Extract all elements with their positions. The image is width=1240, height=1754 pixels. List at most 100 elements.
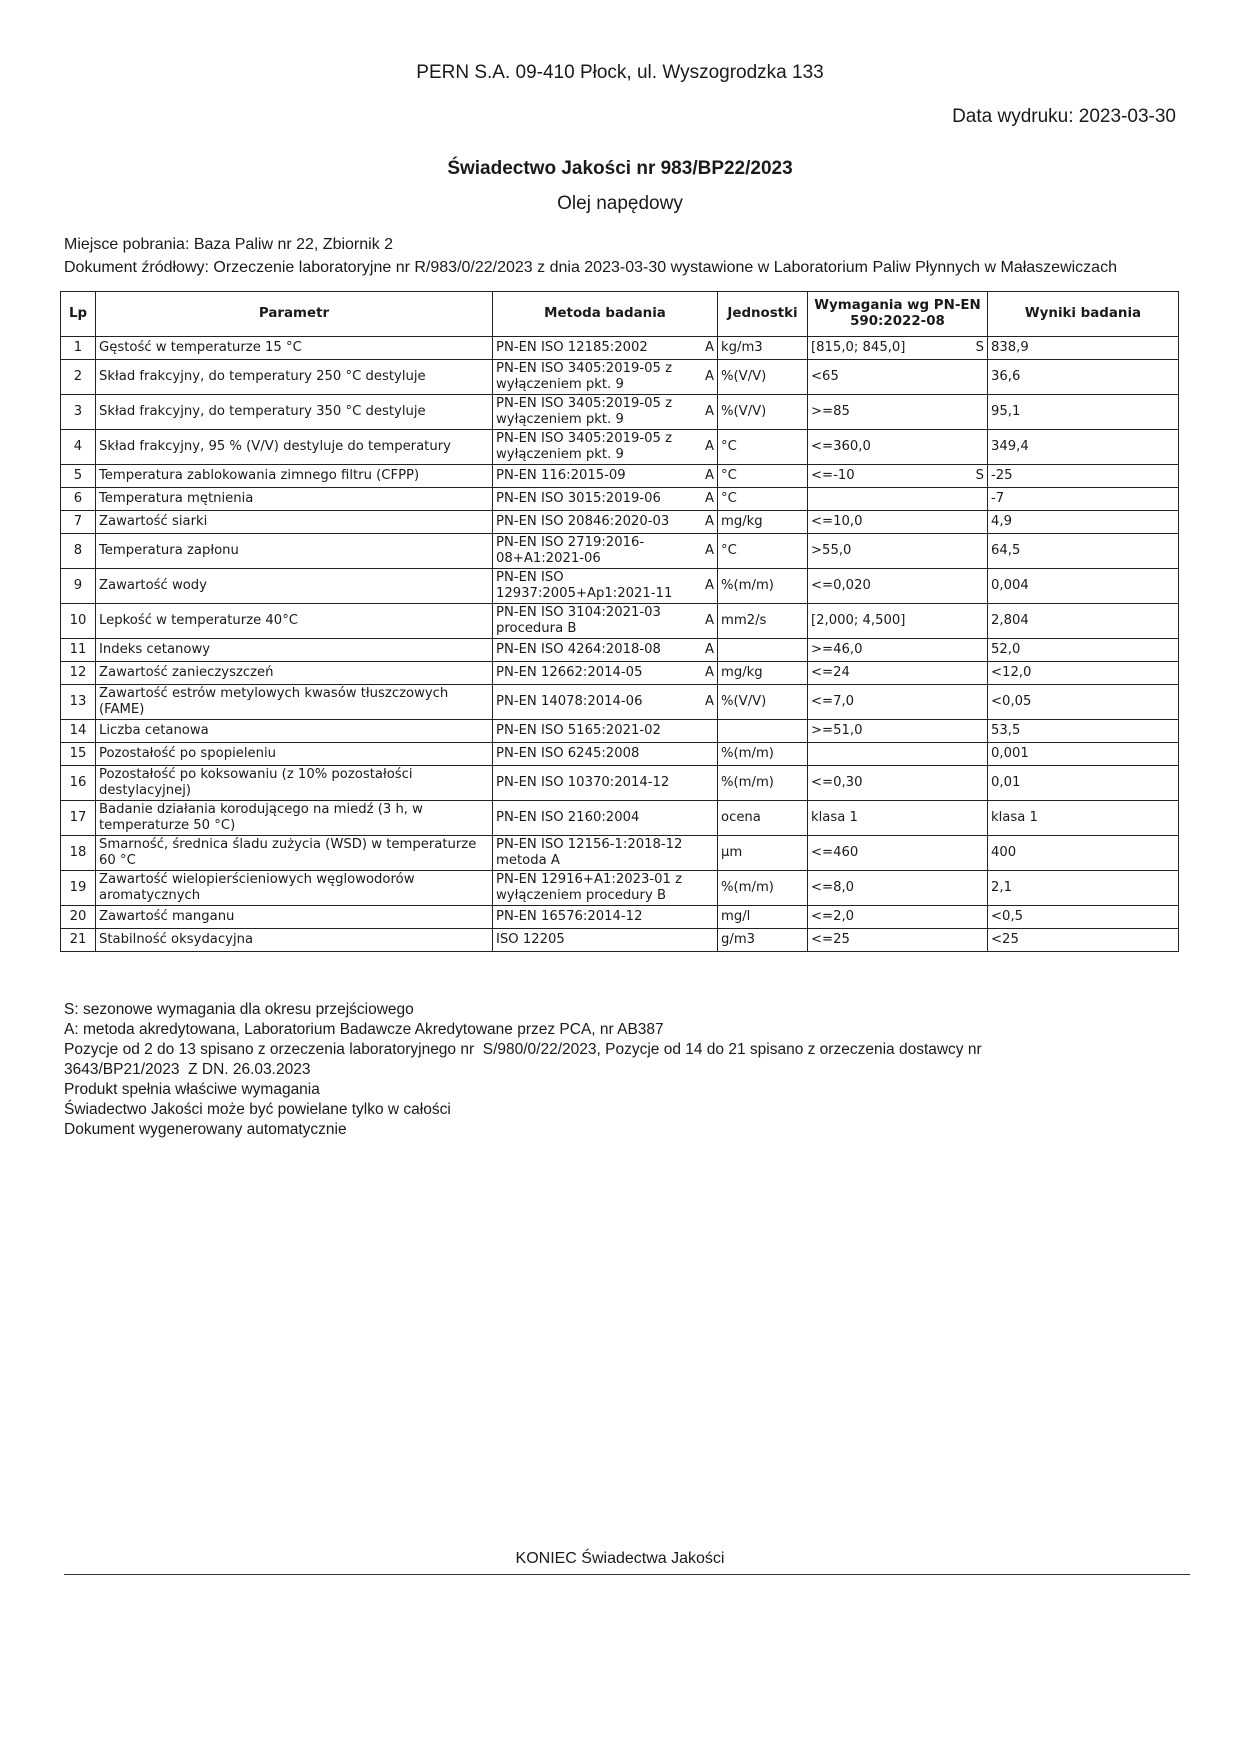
column-header-wymagania: Wymagania wg PN-EN 590:2022-08: [807, 291, 988, 337]
company-address: PERN S.A. 09-410 Płock, ul. Wyszogrodzka…: [416, 62, 824, 83]
table-row: 10 Lepkość w temperaturze 40°C PN-EN ISO 3…: [60, 603, 1179, 639]
footnote-line: Produkt spełnia właściwe wymagania: [64, 1081, 320, 1098]
test-result: 349,4: [987, 429, 1179, 465]
accredited-flag: A: [704, 578, 714, 593]
table-row: 19 Zawartość wielopierścieniowych węglowo…: [60, 870, 1179, 906]
row-number: 3: [60, 394, 96, 430]
table-row: 5 Temperatura zablokowania zimnego filtru…: [60, 464, 1179, 488]
test-method: PN-EN ISO 12185:2002 A: [492, 336, 718, 360]
document-title: Świadectwo Jakości nr 983/BP22/2023: [447, 158, 793, 179]
requirement: <=460: [807, 835, 988, 871]
requirement-value: <=460: [811, 845, 859, 860]
test-method-value: PN-EN ISO 10370:2014-12: [496, 775, 670, 790]
row-number: 17: [60, 800, 96, 836]
test-method-value: PN-EN ISO 3405:2019-05 z wyłączeniem pkt…: [496, 396, 673, 427]
test-method-value: PN-EN ISO 3405:2019-05 z wyłączeniem pkt…: [496, 431, 673, 462]
requirement-value: <65: [811, 369, 839, 384]
accredited-flag: A: [704, 439, 714, 454]
print-date: Data wydruku: 2023-03-30: [952, 106, 1176, 127]
accredited-flag: A: [704, 340, 714, 355]
parameter-name: Skład frakcyjny, 95 % (V/V) destyluje do…: [95, 429, 493, 465]
test-method-value: PN-EN 16576:2014-12: [496, 909, 643, 924]
requirement-value: <=2,0: [811, 909, 855, 924]
test-method: PN-EN ISO 12937:2005+Ap1:2021-11 A: [492, 568, 718, 604]
requirement-value: <=10,0: [811, 514, 863, 529]
accredited-flag: A: [704, 613, 714, 628]
footnote-line: Dokument wygenerowany automatycznie: [64, 1121, 347, 1138]
table-row: 12 Zawartość zanieczyszczeń PN-EN 12662:20…: [60, 661, 1179, 685]
test-result: 2,804: [987, 603, 1179, 639]
test-method: PN-EN ISO 12156-1:2018-12 metoda A: [492, 835, 718, 871]
requirement: <=25: [807, 928, 988, 952]
parameter-name: Pozostałość po koksowaniu (z 10% pozosta…: [95, 765, 493, 801]
table-row: 18 Smarność, średnica śladu zużycia (WSD)…: [60, 835, 1179, 871]
table-row: 6 Temperatura mętnienia PN-EN ISO 3015:201…: [60, 487, 1179, 511]
requirement: <=7,0: [807, 684, 988, 720]
footnote-line: Świadectwo Jakości może być powielane ty…: [64, 1101, 451, 1118]
footnotes: S: sezonowe wymagania dla okresu przejśc…: [64, 1000, 982, 1140]
unit: mm2/s: [717, 603, 808, 639]
test-method: PN-EN 14078:2014-06 A: [492, 684, 718, 720]
test-method: PN-EN ISO 20846:2020-03 A: [492, 510, 718, 534]
table-row: 9 Zawartość wody PN-EN ISO 12937:2005+Ap1:…: [60, 568, 1179, 604]
requirement: [815,0; 845,0] S: [807, 336, 988, 360]
parameter-name: Zawartość estrów metylowych kwasów tłusz…: [95, 684, 493, 720]
requirement: <=10,0: [807, 510, 988, 534]
table-row: 2 Skład frakcyjny, do temperatury 250 °C …: [60, 359, 1179, 395]
product-name: Olej napędowy: [557, 193, 683, 214]
unit: %(V/V): [717, 394, 808, 430]
requirement: <=-10 S: [807, 464, 988, 488]
unit: °C: [717, 464, 808, 488]
table-row: 21 Stabilność oksydacyjna ISO 12205 g/m3 <=2…: [60, 928, 1179, 952]
requirement: <=0,020: [807, 568, 988, 604]
table-row: 11 Indeks cetanowy PN-EN ISO 4264:2018-08 A…: [60, 638, 1179, 662]
test-method-value: PN-EN 12662:2014-05: [496, 665, 643, 680]
requirement-value: <=-10: [811, 468, 855, 483]
test-result: 95,1: [987, 394, 1179, 430]
unit: °C: [717, 429, 808, 465]
row-number: 7: [60, 510, 96, 534]
requirement-value: >=51,0: [811, 723, 863, 738]
table-row: 7 Zawartość siarki PN-EN ISO 20846:2020-03…: [60, 510, 1179, 534]
seasonal-flag: S: [975, 468, 984, 483]
row-number: 9: [60, 568, 96, 604]
parameter-name: Temperatura zapłonu: [95, 533, 493, 569]
row-number: 11: [60, 638, 96, 662]
unit: mg/kg: [717, 510, 808, 534]
requirement-value: [2,000; 4,500]: [811, 613, 906, 628]
test-result: 36,6: [987, 359, 1179, 395]
unit: °C: [717, 487, 808, 511]
row-number: 20: [60, 905, 96, 929]
row-number: 6: [60, 487, 96, 511]
test-method: PN-EN ISO 10370:2014-12: [492, 765, 718, 801]
column-header-parametr: Parametr: [95, 291, 493, 337]
column-header-wyniki: Wyniki badania: [987, 291, 1179, 337]
row-number: 1: [60, 336, 96, 360]
test-result: <12,0: [987, 661, 1179, 685]
requirement-value: >55,0: [811, 543, 852, 558]
requirement: [807, 487, 988, 511]
unit: mg/kg: [717, 661, 808, 685]
row-number: 19: [60, 870, 96, 906]
row-number: 21: [60, 928, 96, 952]
row-number: 12: [60, 661, 96, 685]
unit: kg/m3: [717, 336, 808, 360]
requirement-value: [815,0; 845,0]: [811, 340, 906, 355]
parameter-name: Zawartość siarki: [95, 510, 493, 534]
test-result: 400: [987, 835, 1179, 871]
test-method-value: PN-EN ISO 2719:2016-08+A1:2021-06: [496, 535, 645, 566]
parameter-name: Smarność, średnica śladu zużycia (WSD) w…: [95, 835, 493, 871]
test-method-value: PN-EN ISO 12937:2005+Ap1:2021-11: [496, 570, 673, 601]
test-result: 0,01: [987, 765, 1179, 801]
unit: %(m/m): [717, 765, 808, 801]
test-method-value: PN-EN ISO 3015:2019-06: [496, 491, 661, 506]
requirement: <=0,30: [807, 765, 988, 801]
test-method: PN-EN 16576:2014-12: [492, 905, 718, 929]
unit: %(m/m): [717, 870, 808, 906]
test-method: PN-EN ISO 4264:2018-08 A: [492, 638, 718, 662]
test-method-value: PN-EN ISO 3405:2019-05 z wyłączeniem pkt…: [496, 361, 673, 392]
unit: [717, 719, 808, 743]
row-number: 2: [60, 359, 96, 395]
test-result: 64,5: [987, 533, 1179, 569]
test-method: PN-EN ISO 3015:2019-06 A: [492, 487, 718, 511]
